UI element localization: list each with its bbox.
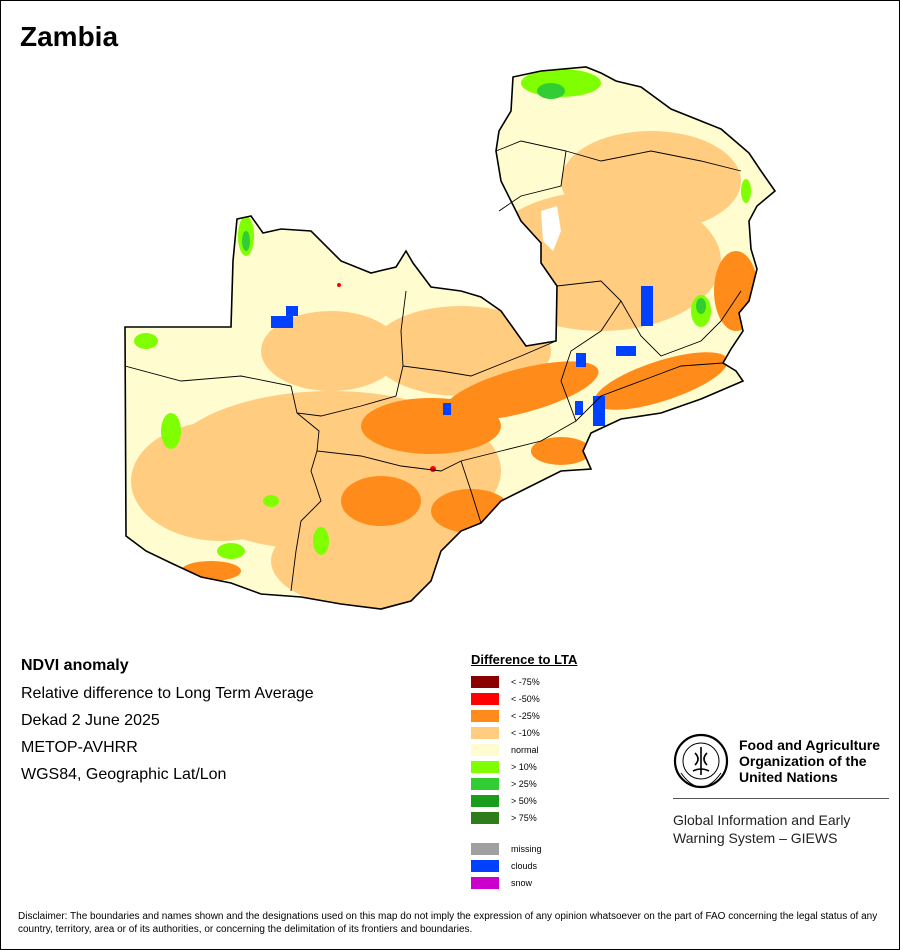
legend-label: < -50% [511, 693, 540, 704]
fao-divider [673, 798, 889, 799]
cloud-patches [271, 286, 653, 426]
legend-row: > 50% [471, 792, 577, 809]
legend-label: > 25% [511, 778, 537, 789]
legend-swatch [471, 743, 499, 756]
legend-swatch [471, 760, 499, 773]
legend-swatch [471, 777, 499, 790]
giews-label: Global Information and Early Warning Sys… [673, 811, 889, 847]
sensor-label: METOP-AVHRR [21, 739, 138, 756]
legend-swatch [471, 692, 499, 705]
fao-logo-icon [673, 733, 729, 789]
legend-row: > 10% [471, 758, 577, 775]
legend-row: missing [471, 840, 577, 857]
legend-row: < -25% [471, 707, 577, 724]
period-label: Dekad 2 June 2025 [21, 712, 160, 729]
legend-label: snow [511, 877, 533, 888]
fao-name: Food and Agriculture Organization of the… [739, 737, 880, 785]
legend-swatch [471, 842, 499, 855]
lake [541, 206, 561, 251]
legend-extra-items: missing clouds snow [471, 840, 577, 891]
legend-row: < -10% [471, 724, 577, 741]
legend-label: > 75% [511, 812, 537, 823]
giews-line1: Global Information and Early [673, 812, 851, 828]
legend-swatch [471, 709, 499, 722]
legend-row: > 75% [471, 809, 577, 826]
anomaly-above-25-zones [242, 83, 706, 314]
fao-name-line2: Organization of the [739, 753, 867, 769]
legend-swatch [471, 859, 499, 872]
description-label: Relative difference to Long Term Average [21, 685, 314, 702]
fao-block: Food and Agriculture Organization of the… [673, 733, 889, 847]
province-boundaries [124, 140, 742, 592]
legend-row: clouds [471, 857, 577, 874]
legend-swatch [471, 794, 499, 807]
map-info: NDVI anomaly Relative difference to Long… [21, 657, 314, 793]
giews-line2: Warning System – GIEWS [673, 830, 838, 846]
legend-row: snow [471, 874, 577, 891]
legend-swatch [471, 811, 499, 824]
legend-swatch [471, 675, 499, 688]
legend-row: < -50% [471, 690, 577, 707]
legend-label: < -10% [511, 727, 540, 738]
legend-label: clouds [511, 860, 538, 871]
map-title: Zambia [20, 21, 119, 52]
legend-swatch [471, 726, 499, 739]
legend-title: Difference to LTA [471, 652, 578, 667]
zambia-map [124, 66, 776, 610]
product-label: NDVI anomaly [21, 657, 129, 674]
legend: Difference to LTA < -75% < -50% < -25% < -1… [471, 652, 577, 891]
legend-row: < -75% [471, 673, 577, 690]
fao-name-line3: United Nations [739, 769, 838, 785]
fao-name-line1: Food and Agriculture [739, 737, 881, 753]
disclaimer: Disclaimer: The boundaries and names sho… [18, 911, 878, 935]
legend-swatch [471, 876, 499, 889]
legend-label: normal [511, 744, 539, 755]
legend-label: missing [511, 843, 542, 854]
legend-label: > 50% [511, 795, 537, 806]
legend-row: normal [471, 741, 577, 758]
legend-label: > 10% [511, 761, 537, 772]
projection-label: WGS84, Geographic Lat/Lon [21, 766, 227, 783]
legend-label: < -25% [511, 710, 540, 721]
legend-row: > 25% [471, 775, 577, 792]
legend-items: < -75% < -50% < -25% < -10% normal > 10% > 25%… [471, 673, 577, 826]
legend-label: < -75% [511, 676, 540, 687]
